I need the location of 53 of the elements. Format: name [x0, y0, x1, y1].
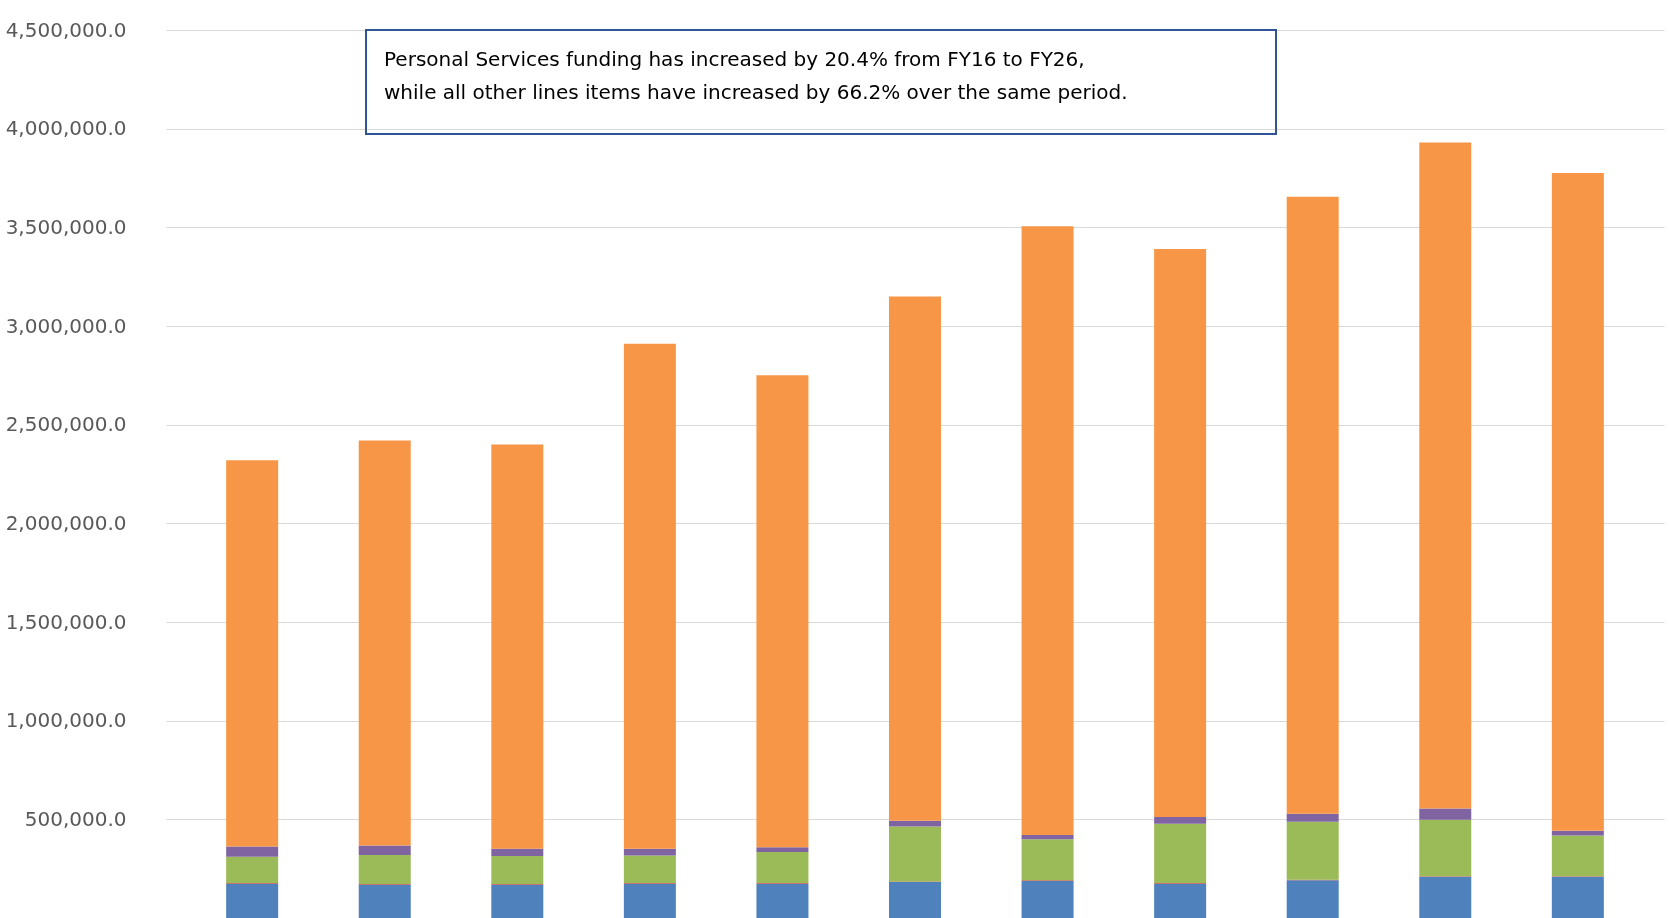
y-tick-label: 1,000,000.0: [5, 708, 127, 733]
bar: [1021, 839, 1074, 881]
annotation: while all other lines items have increased by 66.2% over the same period.: [384, 80, 1128, 104]
bar: [358, 440, 411, 846]
bar: [491, 848, 544, 857]
y-tick-label: 500,000.0: [24, 806, 127, 831]
bar: [1154, 823, 1207, 884]
bar: [1551, 830, 1604, 836]
bar: [1021, 834, 1074, 840]
y-tick-label: 3,500,000.0: [5, 214, 127, 239]
bar: [1154, 883, 1207, 918]
bar: [226, 846, 279, 857]
bar: [491, 444, 544, 849]
bar: [358, 855, 411, 885]
y-tick-label: 2,500,000.0: [5, 412, 127, 437]
y-tick-label: 3,000,000.0: [5, 313, 127, 338]
bar: [1419, 819, 1472, 877]
bar: [1419, 876, 1472, 918]
bar: [1286, 880, 1339, 918]
bar: [889, 882, 941, 918]
bar: [1286, 196, 1339, 814]
bar: [1154, 816, 1207, 824]
bar: [1551, 835, 1604, 877]
bar: [623, 883, 676, 918]
bar: [1021, 880, 1074, 918]
y-tick-label: 4,000,000.0: [5, 116, 127, 141]
bar: [889, 826, 941, 882]
bar: [1551, 876, 1604, 918]
y-tick-label: 4,500,000.0: [5, 17, 127, 42]
bar: [1286, 813, 1339, 822]
bar: [226, 856, 279, 884]
bar: [756, 847, 809, 852]
bar: [1154, 249, 1207, 817]
bar: [1286, 821, 1339, 880]
y-tick-label: 2,000,000.0: [5, 510, 127, 535]
bar: [1551, 173, 1604, 831]
bar: [756, 375, 809, 848]
bar: [226, 883, 279, 918]
bar: [623, 855, 676, 884]
bar: [889, 296, 941, 821]
bar: [358, 845, 411, 856]
bar: [491, 884, 544, 918]
bar: [1419, 142, 1472, 809]
bar: [1419, 808, 1472, 820]
annotation: Personal Services funding has increased by 20.4% from FY16 to FY26,: [384, 47, 1085, 71]
bar: [226, 460, 279, 847]
bar: [1021, 226, 1074, 835]
bar: [491, 856, 544, 885]
bar: [756, 883, 809, 918]
bar: [623, 343, 676, 849]
bar: [756, 851, 809, 884]
y-tick-label: 1,500,000.0: [5, 609, 127, 634]
bar: [358, 884, 411, 918]
